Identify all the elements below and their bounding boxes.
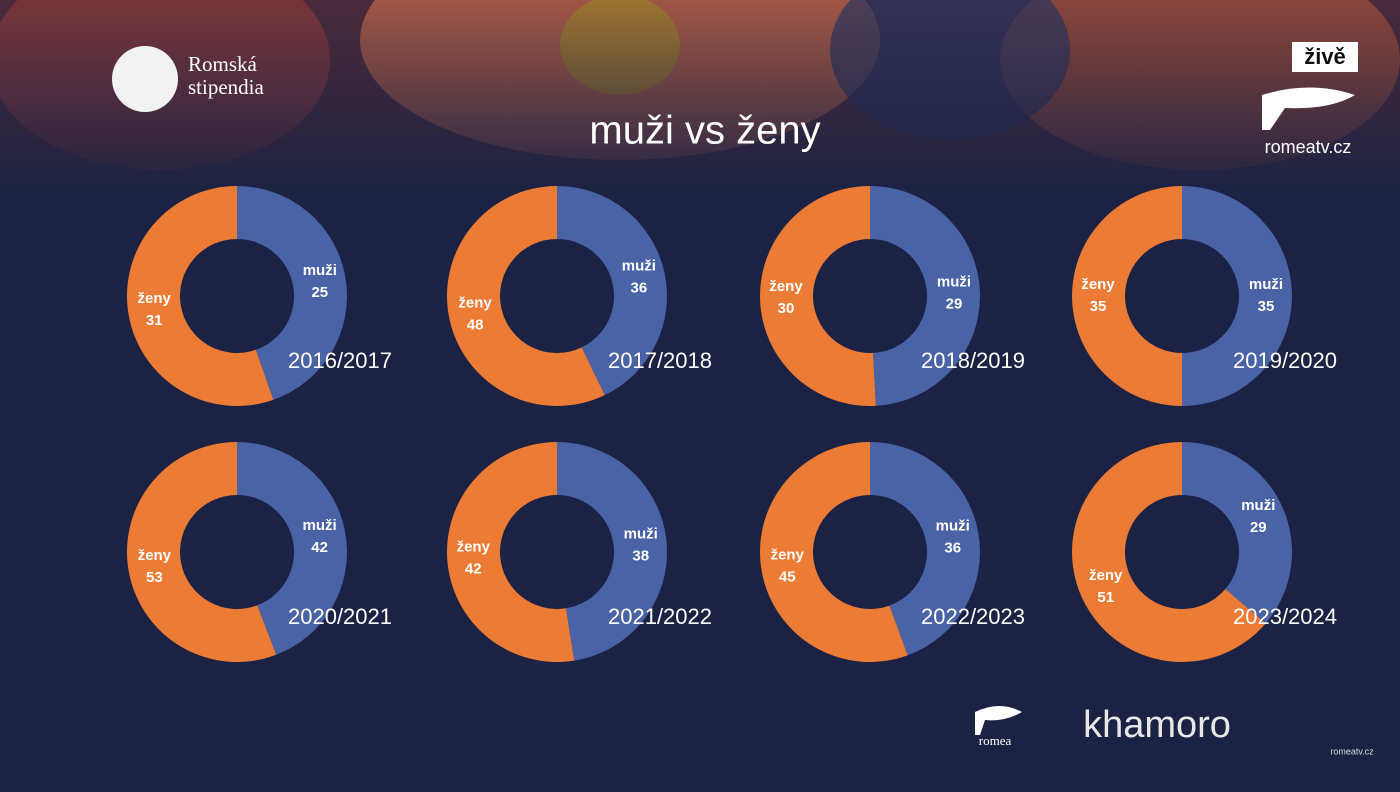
value-label: 42 <box>311 539 328 556</box>
value-label: 51 <box>1097 589 1114 606</box>
logo-text: stipendia <box>188 75 264 99</box>
donut-segment <box>237 442 347 655</box>
category-label: muži <box>622 257 656 274</box>
sponsor-logo <box>975 706 1022 735</box>
value-label: 36 <box>631 279 648 296</box>
charts: muži 25 ženy 31 2016/2017 muži 36 ženy 48 2017/20… <box>126 185 1337 663</box>
value-label: 48 <box>467 317 484 334</box>
category-label: muži <box>937 274 971 291</box>
donut-segment <box>557 442 667 661</box>
category-label: muži <box>303 517 337 534</box>
donut-segment <box>446 186 605 406</box>
donut-segment <box>557 186 667 396</box>
chart-title: 2023/2024 <box>1233 604 1337 629</box>
category-label: muži <box>936 517 970 534</box>
value-label: 35 <box>1258 298 1275 315</box>
category-label: muži <box>1241 497 1275 514</box>
live-text: živě <box>1304 44 1346 69</box>
category-label: ženy <box>457 539 491 556</box>
donut-segment <box>126 442 277 663</box>
chart-title: 2020/2021 <box>288 604 392 629</box>
category-label: ženy <box>138 290 172 307</box>
value-label: 42 <box>465 561 482 578</box>
chart-title: 2021/2022 <box>608 604 712 629</box>
donut-segment <box>870 186 980 406</box>
category-label: ženy <box>769 278 803 295</box>
slide-title: muži vs ženy <box>589 109 820 153</box>
category-label: muži <box>303 262 337 279</box>
value-label: 53 <box>146 569 163 586</box>
donut-segment <box>1182 442 1292 624</box>
value-label: 29 <box>1250 519 1267 536</box>
category-label: muži <box>624 525 658 542</box>
value-label: 45 <box>779 569 796 586</box>
channel-logo <box>1262 87 1355 130</box>
live-badge <box>1292 42 1358 72</box>
donut-segment <box>237 186 347 400</box>
value-label: 30 <box>778 300 795 317</box>
chart-title: 2022/2023 <box>921 604 1025 629</box>
category-label: muži <box>1249 276 1283 293</box>
header-image <box>0 0 1400 200</box>
category-label: ženy <box>138 547 172 564</box>
donut-segment <box>446 442 575 662</box>
donut-segment <box>870 442 980 656</box>
donut-segment <box>760 442 908 662</box>
watermark: romeatv.cz <box>1330 746 1374 756</box>
value-label: 35 <box>1090 298 1107 315</box>
chart-title: 2017/2018 <box>608 348 712 373</box>
donut-segment <box>1072 442 1266 663</box>
category-label: ženy <box>771 547 805 564</box>
sponsor-text: khamoro <box>1083 704 1231 746</box>
sponsor-text: romea <box>979 733 1012 748</box>
chart-title: 2016/2017 <box>288 348 392 373</box>
value-label: 38 <box>632 547 649 564</box>
logo-text: Romská <box>188 52 258 76</box>
category-label: ženy <box>1089 567 1123 584</box>
donut-segment <box>759 186 876 407</box>
value-label: 25 <box>311 284 328 301</box>
category-label: ženy <box>458 295 492 312</box>
donut-segment <box>1182 186 1292 406</box>
category-label: ženy <box>1081 276 1115 293</box>
chart-title: 2019/2020 <box>1233 348 1337 373</box>
value-label: 31 <box>146 312 163 329</box>
donut-segment <box>127 185 274 406</box>
chart-title: 2018/2019 <box>921 348 1025 373</box>
value-label: 29 <box>946 296 963 313</box>
value-label: 36 <box>944 539 961 556</box>
channel-text: romeatv.cz <box>1265 137 1352 157</box>
logo-icon <box>112 46 178 112</box>
donut-segment <box>1072 186 1182 406</box>
